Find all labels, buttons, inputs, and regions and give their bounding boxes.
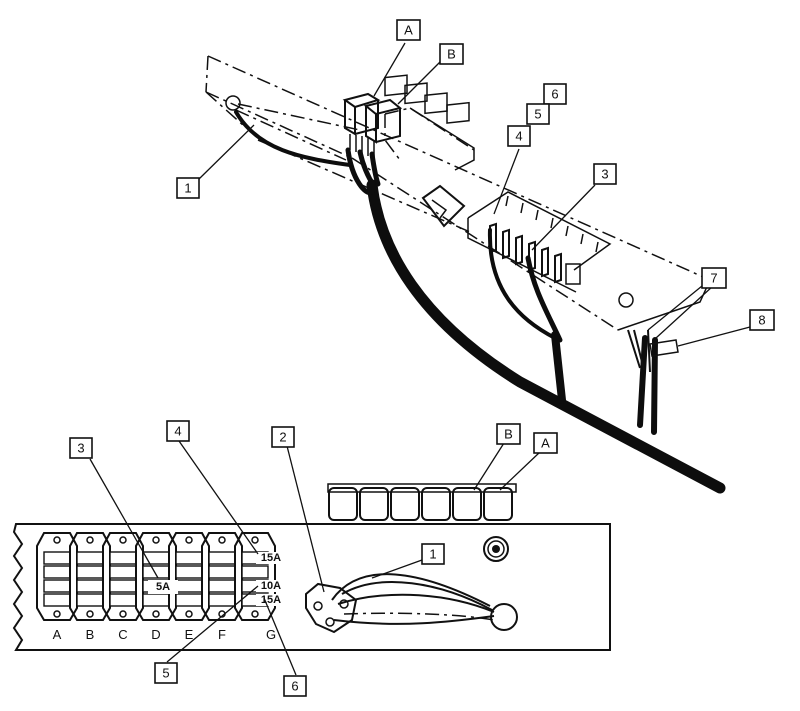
svg-text:3: 3 [77, 441, 84, 456]
svg-text:6: 6 [551, 87, 558, 102]
column-label: A [53, 627, 62, 642]
callout-5-top: 5 [526, 103, 550, 125]
leaders-top [198, 42, 751, 347]
relay-block-top [342, 74, 475, 171]
bottom-front-view: 5A 15A 10A 15A A B C D E F G [12, 420, 611, 697]
isometric-panel [205, 55, 711, 331]
callout-b-top: B [439, 43, 464, 65]
column-label: D [151, 627, 160, 642]
column-label: F [218, 627, 226, 642]
svg-text:5: 5 [534, 107, 541, 122]
callout-4-bottom: 4 [166, 420, 190, 442]
callout-1-bottom: 1 [421, 543, 445, 565]
callout-1-top: 1 [176, 177, 200, 199]
leaders-bottom [89, 440, 541, 676]
svg-text:A: A [404, 23, 413, 38]
relay-bracket [421, 184, 466, 228]
column-label: B [86, 627, 95, 642]
callout-3-top: 3 [593, 163, 617, 185]
callout-7-top: 7 [701, 267, 727, 289]
fuse-labels: 5A 15A 10A 15A [148, 552, 286, 606]
svg-text:2: 2 [279, 430, 286, 445]
svg-text:7: 7 [710, 271, 717, 286]
callout-6-top: 6 [543, 83, 567, 105]
column-label: E [185, 627, 194, 642]
callout-a-top: A [396, 19, 421, 41]
svg-text:1: 1 [429, 547, 436, 562]
svg-text:1: 1 [184, 181, 191, 196]
callout-8-top: 8 [749, 309, 775, 331]
relay-row-bottom [327, 483, 517, 521]
svg-text:B: B [447, 47, 456, 62]
callout-b-bottom: B [496, 423, 521, 445]
svg-text:3: 3 [601, 167, 608, 182]
callout-6-bottom: 6 [283, 675, 307, 697]
callout-5-bottom: 5 [154, 662, 178, 684]
svg-text:5: 5 [162, 666, 169, 681]
svg-text:4: 4 [174, 424, 181, 439]
fuse-block-top [467, 191, 612, 293]
fuse-label-g-mid: 10A [261, 580, 281, 592]
svg-text:A: A [541, 436, 550, 451]
top-isometric-view: A B 6 5 4 3 1 7 [176, 19, 775, 494]
svg-text:4: 4 [515, 129, 522, 144]
connector-and-loop [305, 573, 518, 634]
column-label: G [266, 627, 276, 642]
fuse-label-d: 5A [156, 581, 170, 593]
callout-3-bottom: 3 [69, 437, 93, 459]
callout-2-bottom: 2 [271, 426, 295, 448]
harness-cables-top [234, 110, 726, 494]
mounting-hole [225, 95, 241, 111]
svg-text:6: 6 [291, 679, 298, 694]
svg-text:8: 8 [758, 313, 765, 328]
callout-4-top: 4 [507, 125, 531, 147]
fuse-label-g-bot: 15A [261, 594, 281, 606]
column-labels: A B C D E F G [53, 627, 276, 642]
mounting-hole [618, 292, 634, 308]
fuse-label-g-top: 15A [261, 552, 281, 564]
column-label: C [118, 627, 127, 642]
callout-a-bottom: A [533, 432, 558, 454]
grommet [483, 536, 509, 562]
svg-text:B: B [504, 427, 513, 442]
